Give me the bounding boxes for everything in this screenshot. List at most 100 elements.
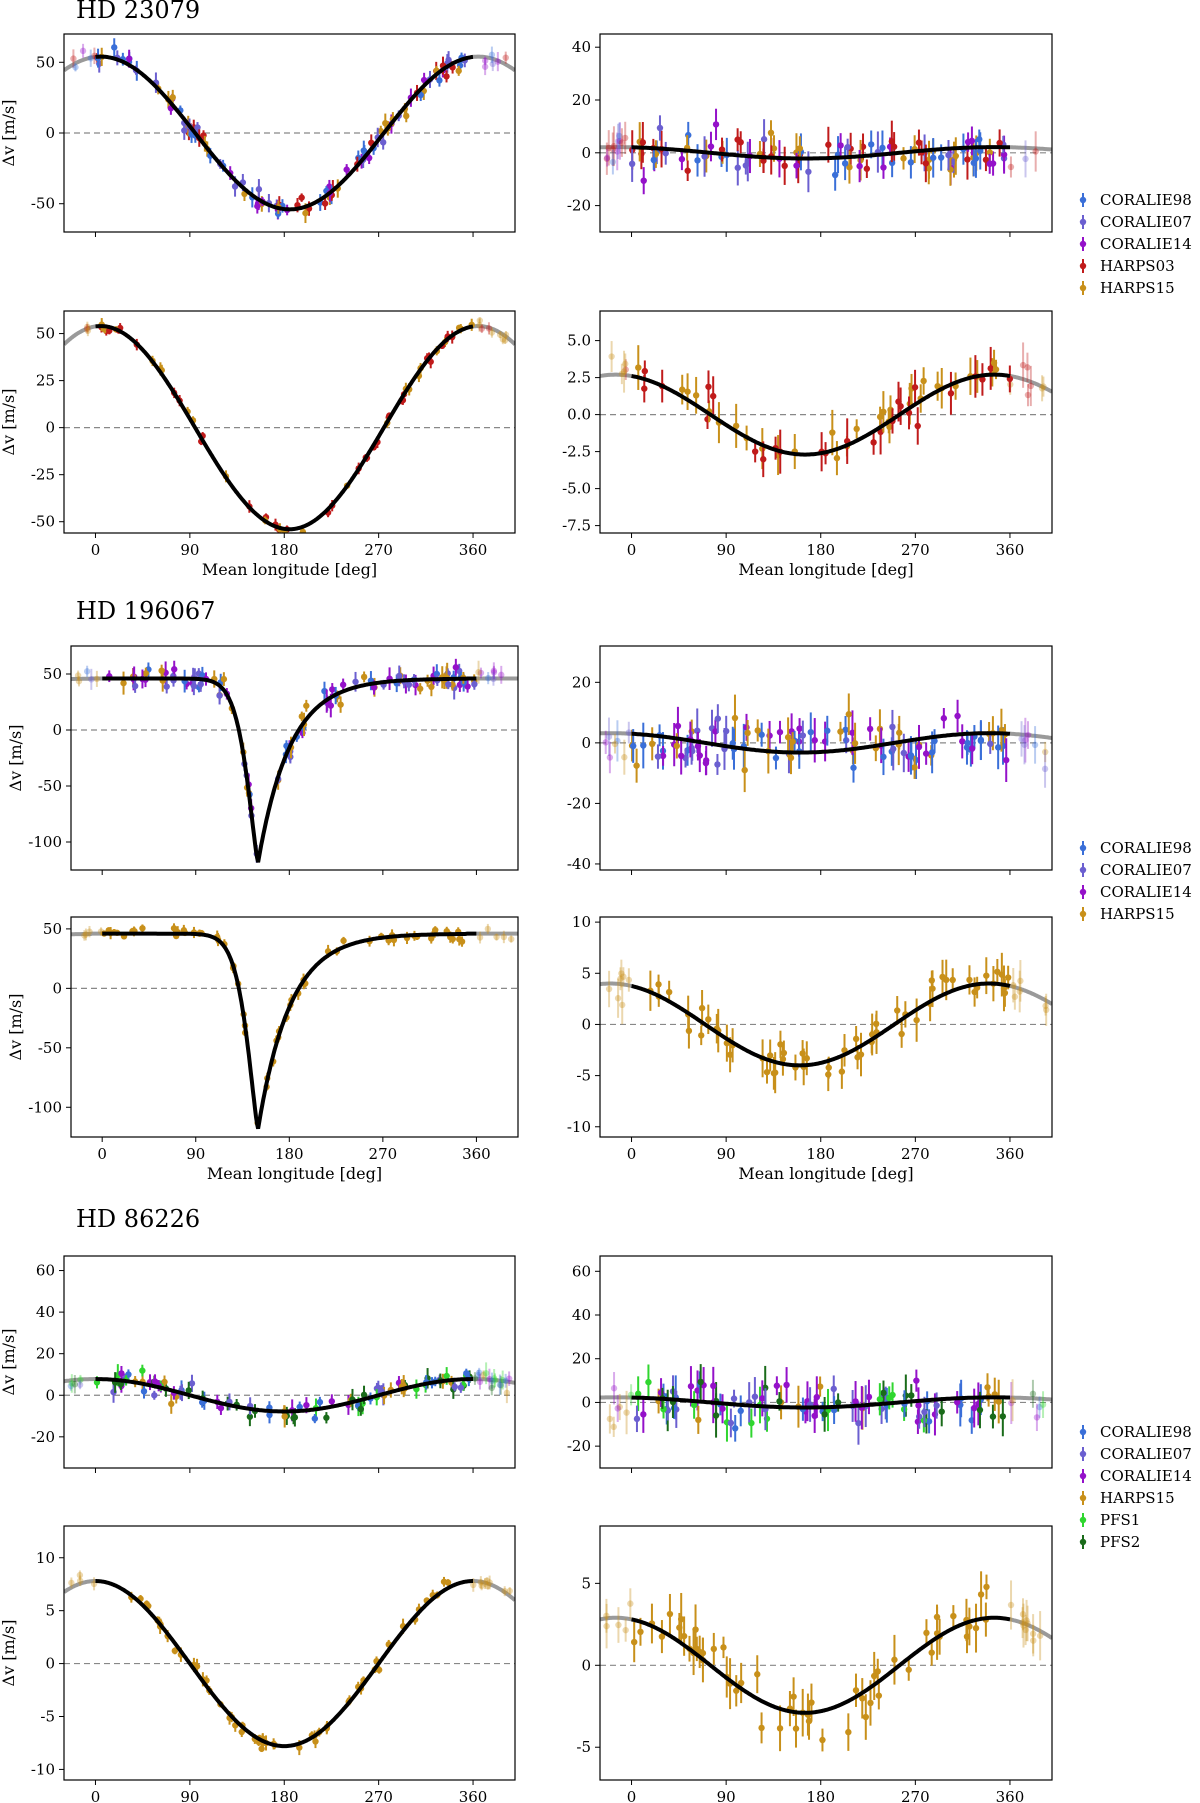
data-point <box>674 722 682 730</box>
data-point <box>497 1382 504 1389</box>
data-point <box>894 1007 901 1014</box>
data-point <box>452 664 460 671</box>
data-point <box>712 1412 720 1419</box>
panel-2-bottom-left: 0 90 180 270 360 -100 -50 0 50 Δv [m/s] Mean longi… <box>6 916 519 1183</box>
data-point <box>139 1367 146 1374</box>
data-point <box>1016 988 1023 995</box>
data-point <box>281 1413 288 1420</box>
data-point <box>610 1423 617 1431</box>
data-point <box>897 403 904 410</box>
data-point <box>760 136 768 143</box>
data-point <box>698 1032 705 1039</box>
data-point <box>954 712 961 720</box>
data-point <box>850 764 857 771</box>
model-extension-left <box>64 1377 96 1384</box>
data-point <box>987 365 994 372</box>
y-tick-label: -25 <box>31 466 55 484</box>
data-point <box>811 737 818 744</box>
data-point <box>940 715 948 722</box>
x-tick-label: 180 <box>806 541 835 559</box>
data-point <box>131 682 139 690</box>
data-point <box>805 168 812 175</box>
data-point <box>1018 735 1025 743</box>
data-point <box>714 761 721 768</box>
data-point <box>627 1600 634 1607</box>
data-point <box>966 976 973 984</box>
data-point <box>679 386 686 393</box>
y-tick-label: -10 <box>31 1760 55 1778</box>
plot-area <box>64 1362 515 1428</box>
data-point <box>76 1571 84 1579</box>
data-point <box>188 1380 196 1387</box>
data-point <box>619 1001 626 1009</box>
data-point <box>780 1049 788 1057</box>
panel-frame <box>63 1525 516 1781</box>
data-point <box>337 701 344 708</box>
y-tick-label: -20 <box>31 1428 55 1446</box>
data-point <box>742 162 750 169</box>
data-point <box>488 1384 496 1392</box>
data-point <box>790 1693 797 1700</box>
data-point <box>471 1375 479 1382</box>
data-point <box>88 676 95 683</box>
data-point <box>360 1391 368 1399</box>
data-point <box>500 933 508 941</box>
data-point <box>197 681 204 688</box>
plot-area <box>71 923 518 1130</box>
model-extension-left <box>64 54 96 73</box>
data-point <box>329 686 336 693</box>
data-point <box>979 376 986 383</box>
data-point <box>1007 1601 1015 1609</box>
data-point <box>489 60 496 68</box>
data-point <box>734 164 741 171</box>
model-curve <box>631 981 1011 1068</box>
data-point <box>731 714 739 722</box>
data-point <box>922 750 930 757</box>
data-point <box>776 1398 783 1405</box>
model-curve <box>631 731 1011 755</box>
data-point <box>876 413 884 421</box>
data-point <box>692 1626 699 1633</box>
data-point <box>925 165 932 172</box>
data-point <box>825 1071 832 1078</box>
data-point <box>915 743 923 751</box>
data-point <box>605 985 613 993</box>
data-point <box>120 679 127 687</box>
panel-1-top-right: -20 0 20 40 <box>567 33 1053 237</box>
panel-frame <box>599 33 1053 233</box>
data-point <box>616 1403 623 1411</box>
data-point <box>889 723 896 731</box>
data-point <box>777 1041 784 1048</box>
data-point <box>71 1381 79 1388</box>
data-point <box>634 1390 642 1397</box>
panel-frame <box>70 645 519 871</box>
data-point <box>763 1068 771 1076</box>
data-point <box>625 729 633 736</box>
data-point <box>880 408 887 415</box>
data-point <box>84 325 91 332</box>
model-extension-left <box>600 372 632 378</box>
data-point <box>744 729 751 737</box>
data-point <box>457 1384 465 1391</box>
x-tick-label: 180 <box>270 541 299 559</box>
data-point <box>694 742 702 750</box>
panel-3-top-left: -20 0 20 40 60 Δv [m/s] <box>0 1255 516 1473</box>
data-point <box>485 325 493 332</box>
y-axis-label: Δv [m/s] <box>0 1620 18 1687</box>
data-point <box>503 1389 511 1397</box>
data-point <box>490 1375 498 1382</box>
data-point <box>754 727 761 734</box>
panel-frame <box>599 310 1053 534</box>
data-point <box>475 1369 483 1376</box>
data-point <box>481 63 489 70</box>
data-point <box>868 141 875 148</box>
data-point <box>70 55 77 62</box>
data-point <box>630 1638 638 1646</box>
data-point <box>298 194 305 201</box>
model-curve <box>631 145 1010 161</box>
x-tick-label: 270 <box>369 1145 398 1163</box>
data-point <box>238 1728 245 1736</box>
data-point <box>499 336 507 343</box>
y-tick-label: -40 <box>567 855 591 873</box>
